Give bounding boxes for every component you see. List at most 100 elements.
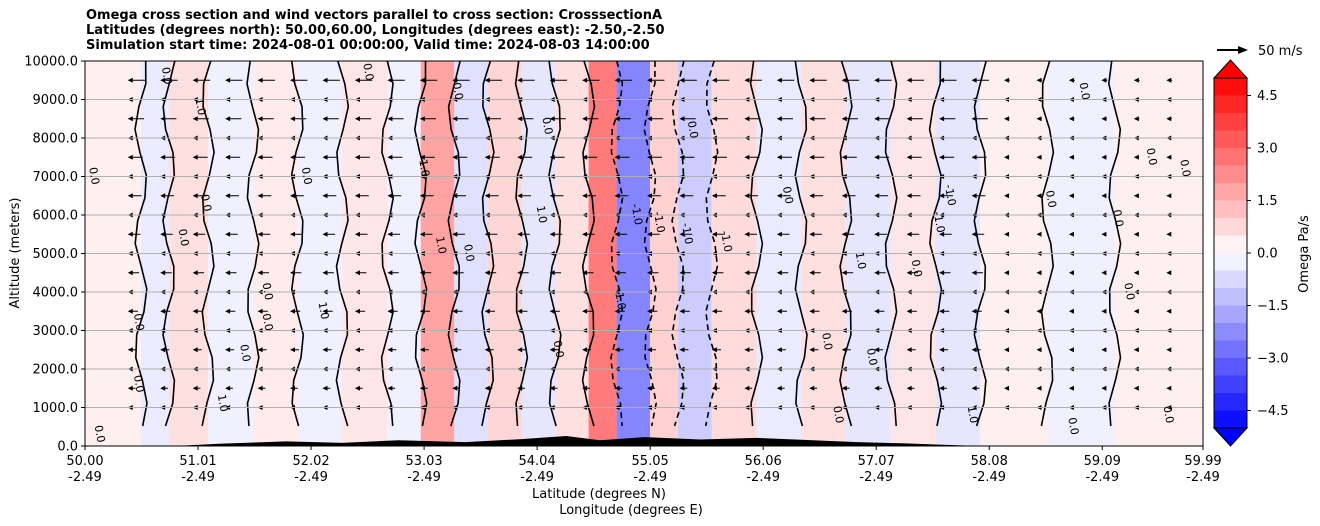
wind-vector-head — [452, 116, 458, 122]
wind-vector-head — [549, 385, 555, 391]
wind-vector-head — [452, 308, 458, 314]
wind-vector-head — [744, 270, 750, 276]
wind-vector-head — [290, 231, 296, 237]
chart-title-line-3: Simulation start time: 2024-08-01 00:00:… — [86, 38, 650, 53]
wind-vector-head — [874, 116, 880, 122]
contour-line — [1040, 60, 1055, 427]
wind-vector-head — [1004, 77, 1010, 83]
wind-vector-head — [582, 154, 588, 160]
wind-vector-head — [160, 77, 166, 83]
wind-vector-head — [776, 270, 782, 276]
wind-vector-head — [1004, 154, 1010, 160]
x-axis-label-line-1: Latitude (degrees N) — [532, 487, 666, 502]
wind-vector-head — [322, 231, 328, 237]
wind-vector-head — [582, 347, 588, 353]
contour-label: 0.0 — [131, 374, 147, 393]
wind-vector-head — [841, 308, 847, 314]
wind-vector-head — [354, 154, 360, 160]
wind-vector-head — [127, 231, 133, 237]
wind-vector-head — [419, 347, 425, 353]
wind-vector-head — [419, 116, 425, 122]
wind-vector-head — [647, 193, 653, 199]
wind-vector-head — [192, 308, 198, 314]
colorbar-tick-label: 1.5 — [1257, 194, 1278, 209]
wind-vector-head — [841, 270, 847, 276]
wind-vector-head — [517, 347, 523, 353]
wind-vector-head — [679, 154, 685, 160]
colorbar-tick-label: −3.0 — [1257, 352, 1289, 367]
wind-vector-head — [647, 231, 653, 237]
wind-vector-head — [809, 116, 815, 122]
contour-label: 0.0 — [830, 405, 846, 424]
wind-vector-head — [809, 385, 815, 391]
wind-vector-head — [971, 231, 977, 237]
wind-vector-head — [549, 308, 555, 314]
contour-label: 0.0 — [360, 62, 376, 81]
wind-vector-head — [549, 154, 555, 160]
wind-vector-head — [647, 385, 653, 391]
wind-vector-head — [160, 308, 166, 314]
wind-vector-head — [322, 193, 328, 199]
wind-vector-head — [452, 270, 458, 276]
wind-vector-head — [452, 77, 458, 83]
wind-vector-head — [1068, 270, 1074, 276]
wind-vector-head — [354, 116, 360, 122]
wind-vector-head — [614, 308, 620, 314]
contour-label: -1.0 — [718, 230, 735, 253]
wind-vector-head — [939, 77, 945, 83]
wind-vector-head — [1036, 116, 1042, 122]
wind-vector-head — [484, 77, 490, 83]
contour-label: 0.0 — [260, 312, 276, 331]
colorbar-label: Omega Pa/s — [1297, 215, 1312, 293]
contour-label: 0.0 — [1121, 282, 1137, 301]
contour-label: 0.0 — [551, 339, 567, 358]
y-tick-label: 0.0 — [57, 440, 78, 455]
wind-vector-head — [971, 193, 977, 199]
x-tick-label-lon: -2.49 — [972, 470, 1006, 485]
wind-vector-head — [517, 270, 523, 276]
wind-vector-head — [322, 385, 328, 391]
wind-vector-head — [1166, 116, 1172, 122]
x-tick-label-lat: 59.99 — [1184, 454, 1221, 469]
wind-vector-head — [809, 77, 815, 83]
wind-vector-head — [257, 77, 263, 83]
wind-vector-head — [1004, 270, 1010, 276]
contour-label: -1.0 — [679, 222, 696, 245]
contour-label: -1.0 — [931, 210, 948, 233]
wind-vector-head — [939, 270, 945, 276]
wind-vector-head — [257, 270, 263, 276]
wind-vector-head — [1166, 385, 1172, 391]
wind-vector-head — [939, 154, 945, 160]
wind-vector-head — [744, 231, 750, 237]
wind-vector-head — [1101, 77, 1107, 83]
wind-vector-head — [257, 308, 263, 314]
wind-vector-head — [484, 231, 490, 237]
wind-vector-head — [160, 270, 166, 276]
contour-label: 0.0 — [780, 185, 796, 204]
wind-vector-head — [225, 270, 231, 276]
wind-vector-head — [582, 385, 588, 391]
wind-vector-head — [939, 116, 945, 122]
colorbar-segment — [1214, 288, 1247, 306]
wind-vector-head — [1068, 385, 1074, 391]
wind-vector-head — [1036, 231, 1042, 237]
contour-line — [162, 60, 176, 427]
y-tick-label: 9000.0 — [33, 93, 79, 108]
wind-vector-head — [387, 116, 393, 122]
wind-vector-head — [679, 308, 685, 314]
contour-line — [290, 60, 305, 427]
wind-vector-head — [225, 308, 231, 314]
colorbar-tick-label: −1.5 — [1257, 299, 1289, 314]
contour-line — [973, 60, 987, 427]
contour-label: 0.0 — [92, 424, 108, 443]
wind-vector-head — [387, 231, 393, 237]
y-tick-label: 2000.0 — [33, 363, 79, 378]
wind-vector-head — [971, 77, 977, 83]
wind-vector-head — [517, 193, 523, 199]
colorbar-tick-label: 0.0 — [1257, 247, 1278, 262]
colorbar-segment — [1214, 253, 1247, 271]
wind-vector-head — [1068, 154, 1074, 160]
wind-vector-head — [614, 270, 620, 276]
wind-vector-head — [582, 270, 588, 276]
contour-labels: 0.0 0.0 0.0 0.0 0.0 1.0 0.0 0.0 1.0 0.0 0.0 0.0 0.0 1… — [86, 62, 1193, 443]
